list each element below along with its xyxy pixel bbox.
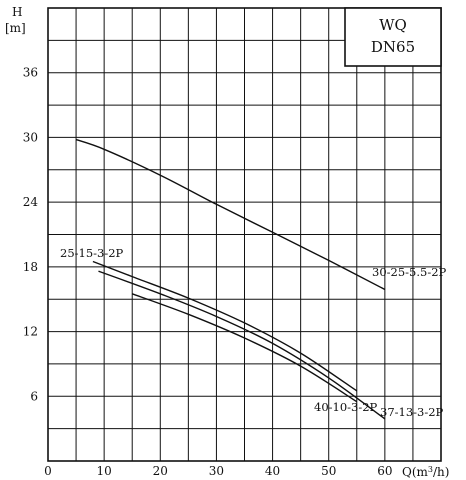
y-tick-label: 12 bbox=[23, 325, 38, 339]
tick-labels: 0 10 20 30 40 50 60 6 12 18 24 30 36 bbox=[23, 66, 393, 478]
plot-frame bbox=[47, 7, 442, 462]
title-box bbox=[344, 7, 442, 67]
x-tick-label: 0 bbox=[44, 464, 52, 478]
series-line-37-13-3-2P bbox=[98, 270, 386, 420]
y-tick-label: 30 bbox=[23, 130, 38, 144]
x-tick-label: 30 bbox=[209, 464, 224, 478]
series-label-30-25-5.5-2P: 30-25-5.5-2P bbox=[372, 265, 447, 279]
x-tick-label: 20 bbox=[153, 464, 168, 478]
series-line-30-25-5.5-2P bbox=[75, 138, 386, 291]
title-box-line-1: WQ bbox=[379, 16, 407, 34]
series-line-40-10-3-2P bbox=[131, 293, 358, 403]
x-tick-label: 10 bbox=[97, 464, 112, 478]
y-tick-label: 24 bbox=[23, 195, 39, 209]
x-tick-label: 50 bbox=[321, 464, 336, 478]
y-axis-label: H bbox=[12, 5, 22, 19]
y-axis-unit: [m] bbox=[5, 21, 26, 35]
title-box-line-2: DN65 bbox=[371, 38, 415, 56]
y-tick-label: 6 bbox=[30, 389, 38, 403]
x-axis-label-q: Q(m bbox=[402, 465, 429, 479]
x-tick-label: 60 bbox=[377, 464, 392, 478]
x-tick-label: 40 bbox=[265, 464, 280, 478]
series-label-37-13-3-2P: 37-13-3-2P bbox=[380, 405, 444, 419]
grid-lines bbox=[48, 8, 441, 461]
series-label-40-10-3-2P: 40-10-3-2P bbox=[314, 400, 378, 414]
curves bbox=[75, 138, 386, 420]
y-tick-label: 18 bbox=[23, 260, 38, 274]
x-axis-label-rest: /h) bbox=[433, 465, 449, 479]
series-label-25-15-3-2P: 25-15-3-2P bbox=[60, 246, 124, 260]
y-tick-label: 36 bbox=[23, 66, 38, 80]
x-axis-label-exp: 3 bbox=[428, 465, 433, 474]
series-line-25-15-3-2P bbox=[92, 260, 358, 392]
x-axis-label: Q(m3/h) bbox=[402, 465, 449, 479]
